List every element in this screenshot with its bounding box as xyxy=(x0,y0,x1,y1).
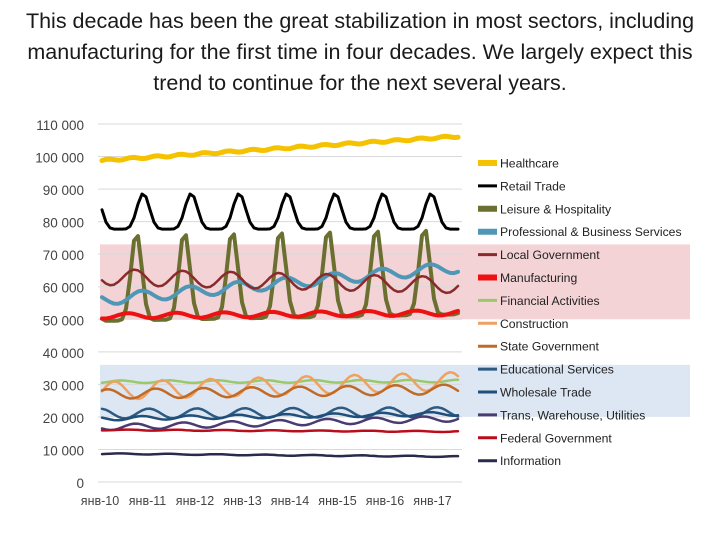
legend-label: Financial Activities xyxy=(500,294,600,308)
series-line xyxy=(100,428,460,434)
y-tick-label: 20 000 xyxy=(43,411,84,426)
legend-label: Educational Services xyxy=(500,363,614,377)
series-line xyxy=(100,452,460,459)
legend-label: State Government xyxy=(500,340,600,354)
series-lines xyxy=(99,133,461,459)
y-tick-label: 70 000 xyxy=(43,248,84,263)
legend-label: Federal Government xyxy=(500,431,612,445)
x-tick-label: янв-17 xyxy=(413,494,451,508)
slide-title: This decade has been the great stabiliza… xyxy=(25,9,695,95)
y-tick-label: 10 000 xyxy=(43,443,84,458)
legend-label: Retail Trade xyxy=(500,179,566,193)
y-tick-label: 50 000 xyxy=(43,313,84,328)
legend-label: Construction xyxy=(500,317,568,331)
series-line xyxy=(100,308,460,321)
y-tick-label: 30 000 xyxy=(43,378,84,393)
x-axis-ticks: янв-10 янв-11 янв-12 янв-13 янв-14 янв-15 янв-… xyxy=(81,494,452,508)
x-tick-label: янв-10 xyxy=(81,494,119,508)
y-tick-label: 100 000 xyxy=(35,151,84,166)
chart-legend: Healthcare Retail Trade Leisure & Hospital… xyxy=(478,157,682,468)
legend-label: Wholesale Trade xyxy=(500,386,592,400)
legend-label: Trans, Warehouse, Utilities xyxy=(500,408,645,422)
y-tick-label: 0 xyxy=(76,476,84,491)
series-line xyxy=(100,410,460,422)
series-line xyxy=(100,262,460,306)
series-line xyxy=(100,383,460,400)
series-line xyxy=(100,268,460,295)
legend-label: Leisure & Hospitality xyxy=(500,202,612,216)
y-tick-label: 80 000 xyxy=(43,216,84,231)
legend-label: Local Government xyxy=(500,248,600,262)
x-tick-label: янв-16 xyxy=(366,494,404,508)
x-tick-label: янв-14 xyxy=(271,494,309,508)
x-tick-label: янв-11 xyxy=(129,494,166,508)
series-line xyxy=(100,406,460,420)
x-tick-label: янв-12 xyxy=(176,494,214,508)
series-line xyxy=(100,415,460,432)
legend-label: Manufacturing xyxy=(500,271,577,285)
legend-label: Professional & Business Services xyxy=(500,225,682,239)
x-tick-label: янв-15 xyxy=(318,494,356,508)
y-axis-ticks: 0 10 000 20 000 30 000 40 000 50 000 60 000 70 … xyxy=(35,118,84,491)
y-tick-label: 90 000 xyxy=(43,183,84,198)
legend-label: Information xyxy=(500,454,561,468)
y-tick-label: 40 000 xyxy=(43,346,84,361)
series-line xyxy=(100,192,460,231)
series-line xyxy=(99,133,461,163)
legend-label: Healthcare xyxy=(500,157,559,171)
y-tick-label: 110 000 xyxy=(36,118,84,133)
y-tick-label: 60 000 xyxy=(43,281,84,296)
x-tick-label: янв-13 xyxy=(223,494,261,508)
